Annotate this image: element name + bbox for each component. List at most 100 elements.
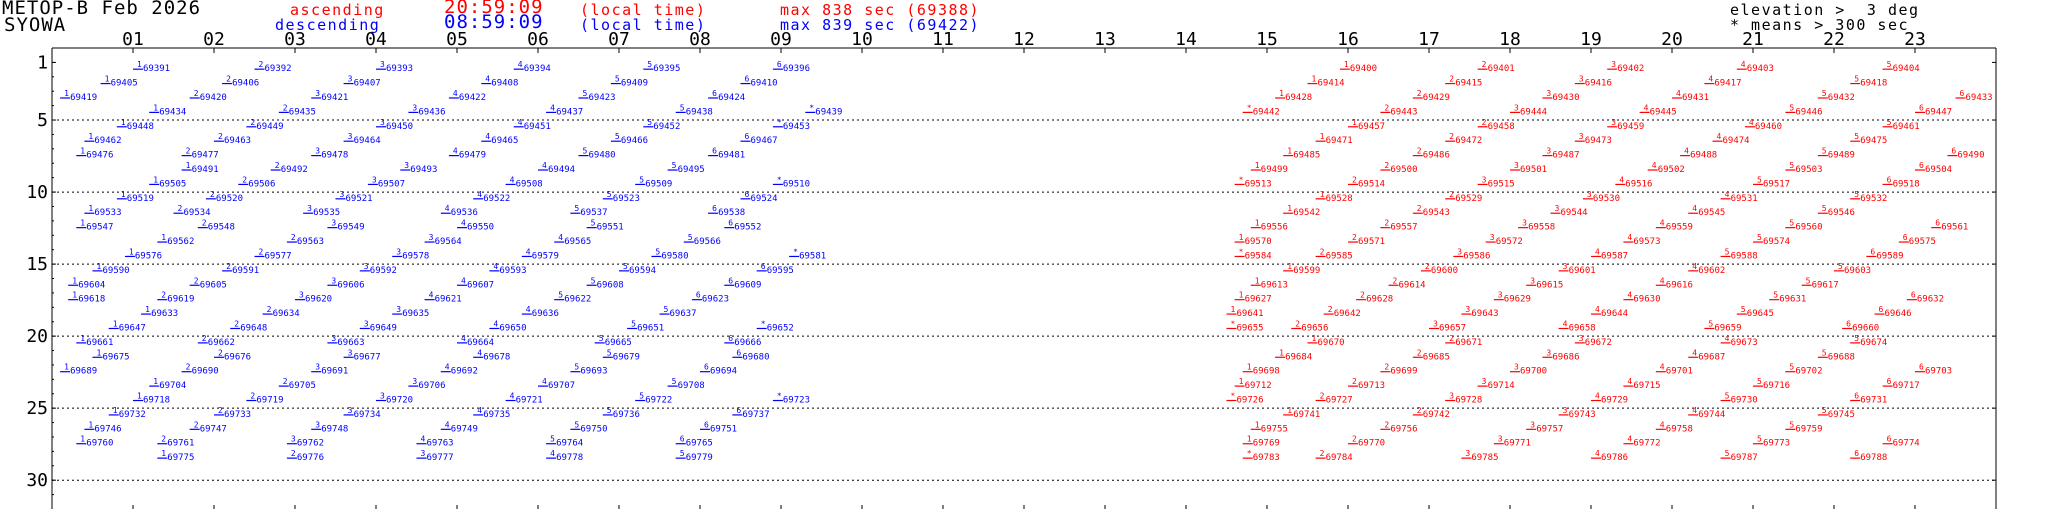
pass-level: 4 [1619, 175, 1624, 184]
pass-level: 2 [218, 406, 223, 415]
pass-marker: 1 69570 [1234, 233, 1272, 247]
pass-marker: 5 69466 [610, 132, 648, 146]
pass-marker: 5 69580 [651, 247, 688, 261]
pass-marker: 6 69447 [1915, 103, 1952, 117]
pass-level: 3 [1482, 377, 1487, 386]
pass-marker: 2 69776 [286, 449, 324, 463]
pass-id: 69687 [1698, 352, 1725, 362]
pass-level: 5 [1822, 348, 1827, 357]
pass-marker: 5 69688 [1817, 348, 1855, 362]
pass-marker: 2 69486 [1412, 147, 1450, 161]
pass-id: 69658 [1569, 323, 1596, 333]
pass-id: 69504 [1925, 165, 1952, 175]
pass-id: 69530 [1593, 194, 1620, 204]
pass-level: 1 [1287, 204, 1292, 213]
pass-level: 5 [583, 89, 588, 98]
pass-marker: * 69652 [756, 319, 794, 333]
pass-id: 69531 [1731, 194, 1758, 204]
pass-id: 69422 [459, 93, 486, 103]
pass-id: 69778 [556, 453, 583, 463]
pass-id: 69736 [613, 410, 640, 420]
pass-id: 69404 [1893, 64, 1920, 74]
pass-level: 6 [777, 60, 782, 69]
pass-id: 69486 [1423, 151, 1450, 161]
pass-level: 4 [550, 103, 555, 112]
pass-level: 3 [331, 276, 336, 285]
pass-marker: 4 69408 [481, 75, 518, 89]
pass-marker: 1 69576 [124, 247, 162, 261]
pass-level: 4 [477, 348, 482, 357]
pass-marker: 3 69507 [367, 175, 405, 189]
pass-marker: 1 69741 [1283, 406, 1320, 420]
pass-id: 69400 [1350, 64, 1377, 74]
pass-marker: 6 69623 [691, 291, 729, 305]
pass-level: 2 [202, 334, 207, 343]
pass-marker: 5 69480 [578, 147, 616, 161]
pass-level: 5 [1887, 60, 1892, 69]
pass-id: 69785 [1471, 453, 1498, 463]
pass-marker: 1 69698 [1242, 363, 1280, 377]
pass-level: 2 [226, 75, 231, 84]
pass-marker: 4 69678 [473, 348, 510, 362]
pass-level: 3 [1579, 75, 1584, 84]
x-tick-label: 15 [1256, 29, 1278, 50]
pass-id: 69615 [1536, 280, 1563, 290]
pass-level: 2 [275, 161, 280, 170]
pass-level: 3 [307, 204, 312, 213]
pass-marker: 5 69452 [643, 118, 680, 132]
pass-id: 69779 [686, 453, 713, 463]
pass-level: 4 [1652, 161, 1657, 170]
pass-id: 69672 [1585, 338, 1612, 348]
pass-id: 69571 [1358, 237, 1385, 247]
pass-level: 1 [1231, 305, 1236, 314]
pass-id: 69757 [1536, 424, 1563, 434]
pass-level: 6 [696, 291, 701, 300]
pass-level: 4 [526, 305, 531, 314]
pass-marker: 3 69558 [1518, 219, 1555, 233]
pass-marker: 1 69712 [1234, 377, 1272, 391]
pass-marker: 1 69718 [133, 392, 170, 406]
pass-level: 5 [574, 204, 579, 213]
pass-id: 69677 [354, 352, 381, 362]
pass-marker: 4 69621 [424, 291, 462, 305]
pass-id: 69649 [370, 323, 397, 333]
pass-id: 69493 [410, 165, 437, 175]
pass-level: 1 [97, 348, 102, 357]
pass-marker: 3 69402 [1607, 60, 1644, 74]
pass-id: 69477 [192, 151, 219, 161]
pass-id: 69735 [483, 410, 510, 420]
pass-id: 69576 [135, 251, 162, 261]
pass-id: 69544 [1561, 208, 1588, 218]
pass-id: 69507 [378, 179, 405, 189]
pass-marker: 2 69463 [214, 132, 251, 146]
pass-id: 69573 [1633, 237, 1660, 247]
pass-id: 69589 [1876, 251, 1903, 261]
pass-id: 69603 [1844, 266, 1871, 276]
pass-level: 2 [1320, 392, 1325, 401]
pass-marker: 4 69587 [1591, 247, 1628, 261]
pass-marker: 4 69479 [448, 147, 486, 161]
pass-marker: * 69453 [772, 118, 810, 132]
pass-id: 69788 [1860, 453, 1887, 463]
pass-level: 5 [1757, 377, 1762, 386]
pass-id: 69600 [1431, 266, 1458, 276]
pass-level: 4 [453, 147, 458, 156]
pass-level: 2 [194, 89, 199, 98]
pass-id: 69661 [86, 338, 113, 348]
pass-id: 69774 [1893, 439, 1920, 449]
pass-id: 69465 [491, 136, 518, 146]
pass-id: 69692 [451, 367, 478, 377]
pass-marker: 6 69751 [700, 420, 737, 434]
pass-level: 3 [412, 377, 417, 386]
pass-id: 69487 [1552, 151, 1579, 161]
pass-id: 69623 [702, 295, 729, 305]
pass-marker: 6 69589 [1866, 247, 1903, 261]
pass-level: 3 [396, 305, 401, 314]
pass-level: 1 [80, 147, 85, 156]
pass-id: 69699 [1390, 367, 1417, 377]
pass-id: 69430 [1552, 93, 1579, 103]
pass-marker: 1 69542 [1283, 204, 1320, 218]
pass-id: 69414 [1318, 79, 1345, 89]
pass-level: 1 [80, 334, 85, 343]
pass-marker: 5 69523 [602, 190, 640, 204]
